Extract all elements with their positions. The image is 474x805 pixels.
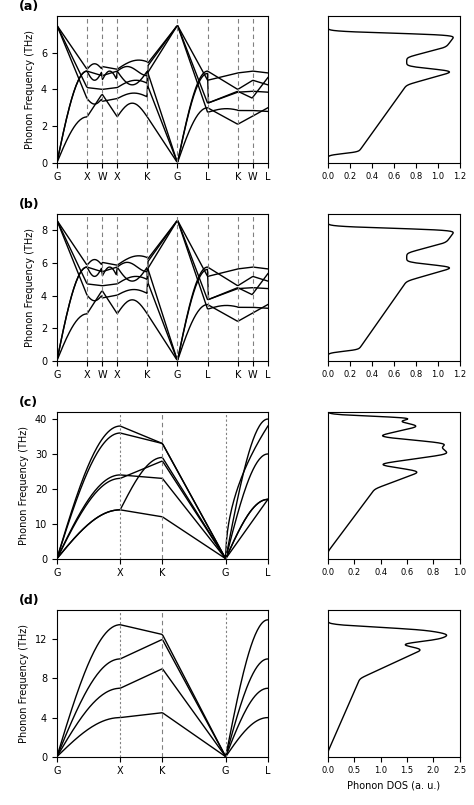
Text: (c): (c) [19, 396, 38, 409]
Text: (d): (d) [19, 594, 39, 607]
Y-axis label: Phonon Frequency (THz): Phonon Frequency (THz) [19, 624, 29, 743]
Y-axis label: Phonon Frequency (THz): Phonon Frequency (THz) [25, 228, 36, 347]
Y-axis label: Phonon Frequency (THz): Phonon Frequency (THz) [19, 426, 29, 545]
Text: (b): (b) [19, 198, 39, 211]
Y-axis label: Phonon Frequency (THz): Phonon Frequency (THz) [25, 30, 36, 149]
X-axis label: Phonon DOS (a. u.): Phonon DOS (a. u.) [347, 781, 440, 791]
Text: (a): (a) [19, 0, 39, 13]
